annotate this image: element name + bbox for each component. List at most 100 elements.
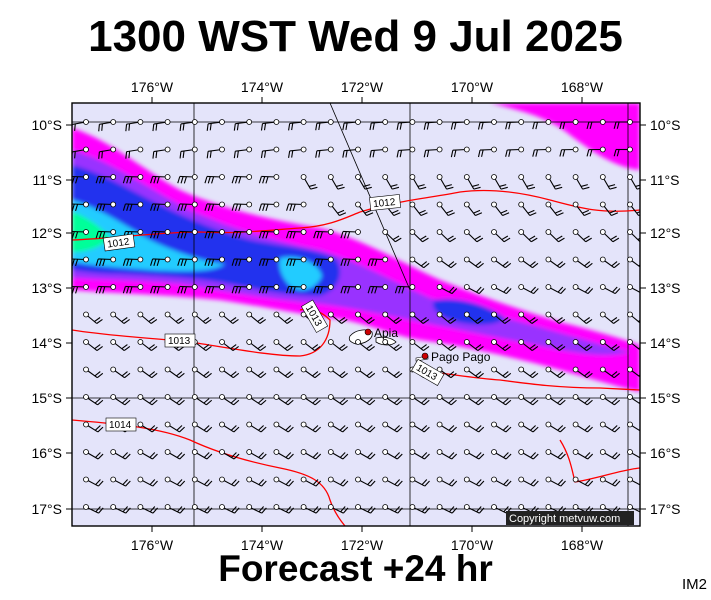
wind-barb xyxy=(72,174,89,184)
wind-barb xyxy=(409,229,429,243)
wind-barb xyxy=(152,119,171,132)
wind-barb xyxy=(572,311,593,324)
wind-barb xyxy=(191,421,213,433)
wind-barb xyxy=(204,284,225,294)
wind-barb xyxy=(463,201,483,217)
wind-barb xyxy=(409,476,430,487)
rain-band-blue-east xyxy=(433,299,505,325)
wind-barb xyxy=(110,476,131,487)
wind-barb xyxy=(518,394,539,406)
wind-barb xyxy=(491,504,512,514)
wind-barb xyxy=(246,476,267,487)
wind-barb xyxy=(505,146,525,157)
wind-barb xyxy=(436,394,457,406)
wind-barb xyxy=(586,146,606,157)
wind-barb xyxy=(327,366,348,379)
lat-label: 16°S xyxy=(31,445,62,461)
isobar-label: 1012 xyxy=(369,194,401,211)
wind-barb xyxy=(409,256,430,269)
wind-barb xyxy=(436,339,457,352)
wind-barb xyxy=(382,311,402,324)
wind-barb xyxy=(219,476,240,487)
wind-barb xyxy=(300,421,321,433)
wind-barb xyxy=(191,394,213,406)
wind-barb xyxy=(98,119,117,132)
wind-barb xyxy=(83,366,104,379)
wind-barb xyxy=(491,339,511,352)
wind-barb xyxy=(137,311,158,324)
wind-barb xyxy=(396,119,416,130)
wind-barb xyxy=(559,119,579,130)
wind-barb xyxy=(95,174,117,184)
lon-label: 170°W xyxy=(451,537,494,553)
svg-text:1014: 1014 xyxy=(109,420,132,431)
wind-barb xyxy=(150,201,171,212)
wind-barb xyxy=(463,229,484,243)
wind-barb xyxy=(491,366,512,379)
wind-barb xyxy=(246,394,267,406)
wind-barb xyxy=(83,339,103,352)
wind-barb xyxy=(315,146,334,158)
wind-barb xyxy=(518,311,538,324)
wind-barb xyxy=(72,229,89,239)
wind-barb xyxy=(191,504,213,514)
wind-barb xyxy=(518,229,538,243)
wind-barb xyxy=(177,229,198,239)
wind-barb xyxy=(613,119,633,129)
wind-barb xyxy=(423,146,443,158)
wind-barb xyxy=(273,476,294,487)
wind-barb xyxy=(491,256,512,269)
wind-barb xyxy=(599,201,619,217)
rain-band-green xyxy=(72,212,110,252)
wind-barb xyxy=(627,449,640,459)
wind-barb xyxy=(327,421,349,433)
wind-barb xyxy=(342,119,361,131)
wind-barb xyxy=(191,366,212,379)
wind-barb xyxy=(122,284,144,294)
wind-barb xyxy=(532,146,552,157)
svg-text:Copyright metvuw.com: Copyright metvuw.com xyxy=(509,513,620,525)
wind-barb xyxy=(122,256,144,267)
map-frame xyxy=(71,102,641,527)
wind-barb xyxy=(463,339,484,352)
wind-barb xyxy=(260,119,280,131)
wind-barb xyxy=(164,421,185,433)
wind-barb xyxy=(396,146,416,158)
wind-barb xyxy=(409,339,430,352)
wind-barb xyxy=(545,339,566,352)
wind-barb xyxy=(436,421,457,433)
lat-label: 14°S xyxy=(31,335,62,351)
wind-barb xyxy=(83,476,104,487)
wind-barb xyxy=(599,339,620,352)
wind-barb xyxy=(110,394,131,406)
wind-barb xyxy=(164,394,185,406)
page-title: 1300 WST Wed 9 Jul 2025 xyxy=(88,12,623,61)
wind-barb xyxy=(152,146,171,159)
wind-barb xyxy=(191,311,212,324)
wind-barb xyxy=(72,201,89,212)
wind-barb xyxy=(545,311,566,324)
lon-label: 176°W xyxy=(131,537,174,553)
wind-barb xyxy=(327,174,345,190)
wind-barb xyxy=(355,339,375,352)
wind-barb xyxy=(599,366,620,379)
wind-barb xyxy=(613,146,633,157)
lat-label: 16°S xyxy=(650,445,681,461)
wind-barb xyxy=(273,339,294,352)
wind-barb xyxy=(436,229,456,243)
wind-barb xyxy=(273,449,294,460)
wind-barb xyxy=(382,174,400,190)
wind-barb xyxy=(137,504,158,514)
wind-barb xyxy=(572,201,591,217)
wind-barb xyxy=(355,174,372,190)
wind-barb xyxy=(246,449,267,460)
frame-ticks xyxy=(66,97,646,532)
wind-barb xyxy=(258,174,280,184)
wind-barb xyxy=(177,174,198,184)
lat-label: 12°S xyxy=(650,225,681,241)
wind-barb xyxy=(518,201,537,217)
wind-barb xyxy=(204,256,225,267)
wind-barb xyxy=(518,174,536,190)
wind-barb xyxy=(300,394,321,406)
wind-barb xyxy=(273,394,294,406)
